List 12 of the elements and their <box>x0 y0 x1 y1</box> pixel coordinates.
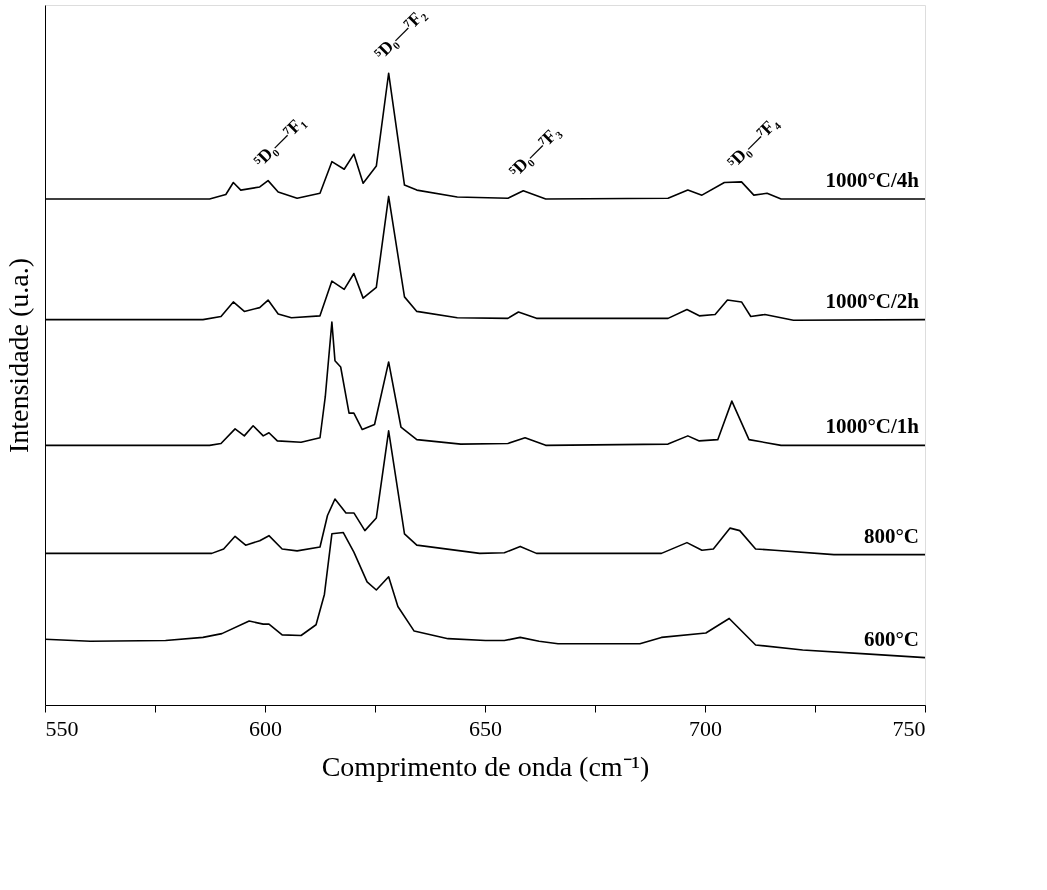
x-axis-title: Comprimento de onda (cm⁻¹) <box>321 750 650 782</box>
series-label: 1000°C/1h <box>825 414 920 439</box>
x-tick-label: 650 <box>469 715 502 741</box>
series-label: 1000°C/2h <box>825 288 920 313</box>
x-tick-label: 550 <box>45 715 79 741</box>
x-tick-label: 700 <box>689 715 722 741</box>
series-label: 800°C <box>863 523 919 548</box>
series-label: 1000°C/4h <box>825 167 920 192</box>
y-axis-title: Intensidade (u.a.) <box>2 257 34 454</box>
x-tick-label: 600 <box>249 715 282 741</box>
x-tick-label: 750 <box>892 715 926 741</box>
series-label: 600°C <box>863 626 919 651</box>
